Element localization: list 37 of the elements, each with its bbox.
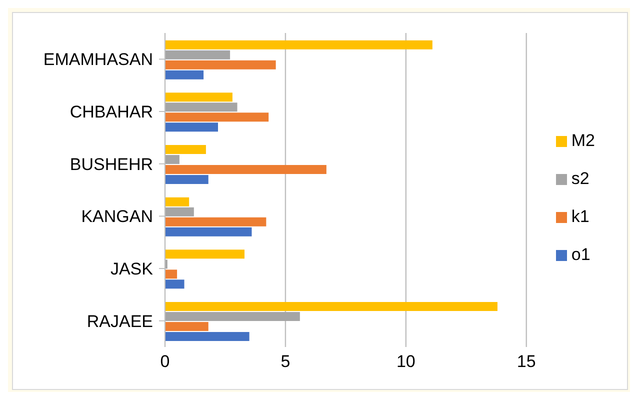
bar — [165, 50, 230, 60]
legend-label: o1 — [571, 245, 590, 264]
bar — [165, 112, 269, 122]
bar — [165, 164, 326, 174]
y-tick-label: CHBAHAR — [70, 102, 153, 122]
bar — [165, 174, 208, 184]
y-tick-label: RAJAEE — [86, 312, 153, 331]
bar — [165, 302, 498, 311]
bar — [165, 207, 194, 216]
bar — [165, 217, 266, 226]
y-tick-label: JASK — [110, 260, 154, 279]
bar — [165, 280, 184, 289]
bar — [165, 144, 206, 154]
y-tick-label: EMAMHASAN — [43, 50, 153, 70]
x-tick-label: 5 — [280, 352, 290, 372]
bar — [165, 102, 238, 112]
bar — [165, 322, 208, 331]
legend-label: s2 — [571, 169, 590, 188]
bar — [165, 154, 180, 164]
bar — [165, 197, 190, 206]
bar — [165, 250, 245, 259]
bar — [165, 92, 232, 102]
y-tick-label: BUSHEHR — [70, 154, 153, 174]
x-tick-label: 0 — [160, 352, 170, 372]
bar — [165, 70, 204, 80]
bar — [165, 270, 178, 279]
bar — [165, 60, 276, 70]
x-tick-label: 15 — [516, 352, 536, 372]
legend-label: k1 — [571, 207, 590, 226]
bar — [165, 40, 432, 50]
x-tick-label: 10 — [396, 352, 416, 372]
y-tick-label: KANGAN — [81, 207, 153, 226]
bar — [165, 122, 218, 132]
legend-label: M2 — [571, 131, 595, 150]
bar — [165, 312, 300, 321]
bar — [165, 227, 252, 236]
bar — [165, 332, 250, 341]
